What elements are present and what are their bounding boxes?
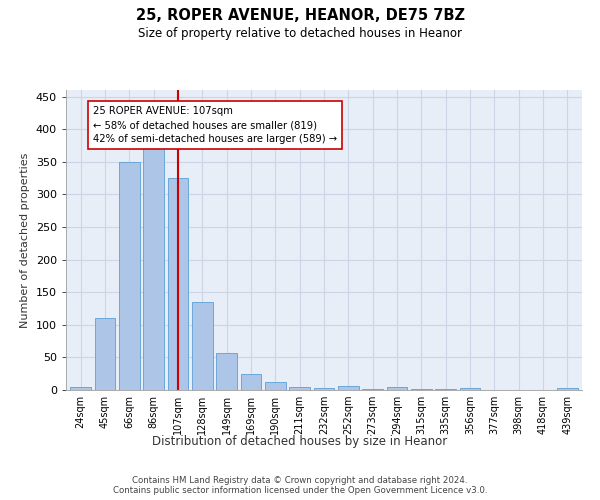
- Bar: [436, 388, 456, 390]
- Y-axis label: Number of detached properties: Number of detached properties: [20, 152, 30, 328]
- Bar: [338, 386, 359, 390]
- Bar: [70, 386, 91, 390]
- Text: 25, ROPER AVENUE, HEANOR, DE75 7BZ: 25, ROPER AVENUE, HEANOR, DE75 7BZ: [136, 8, 464, 22]
- Bar: [95, 318, 115, 390]
- Text: Size of property relative to detached houses in Heanor: Size of property relative to detached ho…: [138, 28, 462, 40]
- Bar: [192, 302, 212, 390]
- Bar: [289, 386, 310, 390]
- Bar: [314, 388, 334, 390]
- Bar: [119, 162, 140, 390]
- Bar: [460, 388, 481, 390]
- Text: Contains HM Land Registry data © Crown copyright and database right 2024.
Contai: Contains HM Land Registry data © Crown c…: [113, 476, 487, 495]
- Bar: [216, 353, 237, 390]
- Bar: [386, 388, 407, 390]
- Bar: [241, 374, 262, 390]
- Text: 25 ROPER AVENUE: 107sqm
← 58% of detached houses are smaller (819)
42% of semi-d: 25 ROPER AVENUE: 107sqm ← 58% of detache…: [93, 106, 337, 144]
- Bar: [167, 178, 188, 390]
- Bar: [557, 388, 578, 390]
- Bar: [265, 382, 286, 390]
- Bar: [411, 388, 432, 390]
- Bar: [362, 388, 383, 390]
- Text: Distribution of detached houses by size in Heanor: Distribution of detached houses by size …: [152, 435, 448, 448]
- Bar: [143, 146, 164, 390]
